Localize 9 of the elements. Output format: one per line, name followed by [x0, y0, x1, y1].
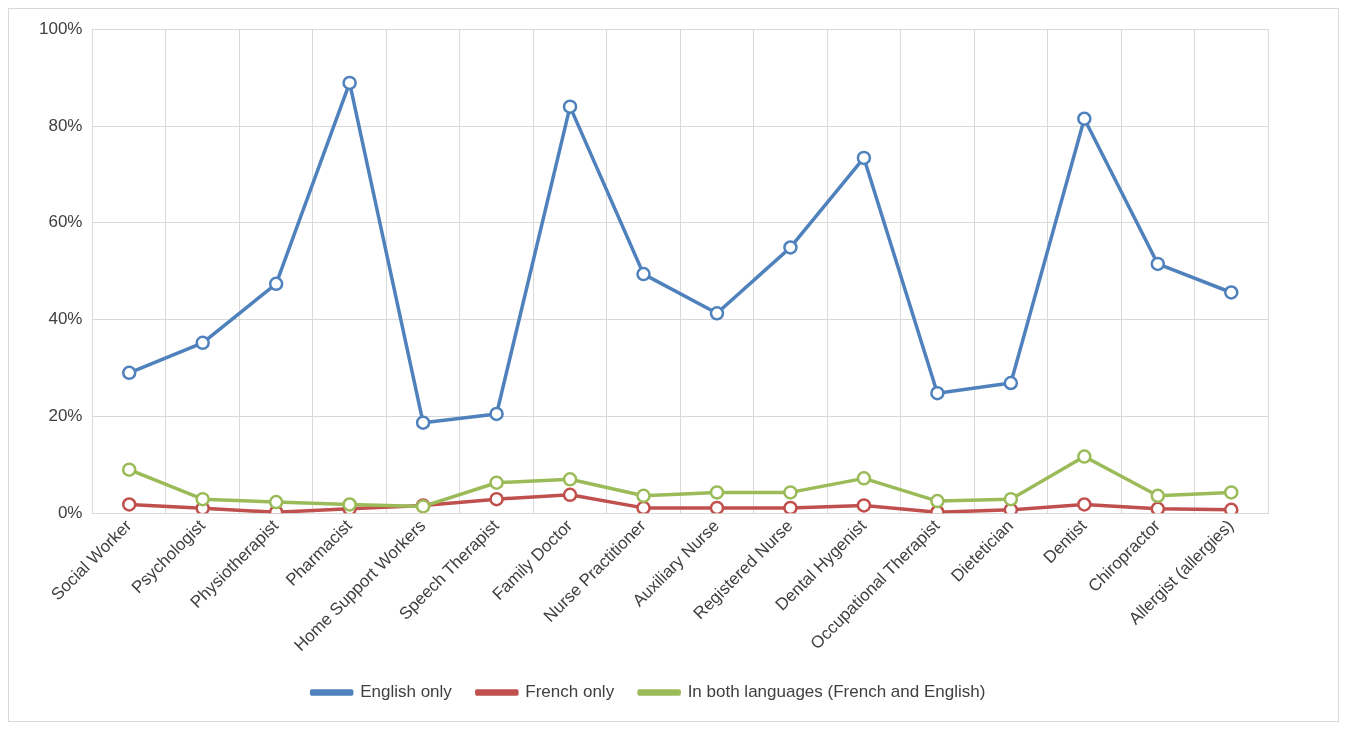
- legend-label: In both languages (French and English): [687, 682, 986, 702]
- y-tick-label: 60%: [48, 212, 83, 232]
- y-tick-label: 40%: [48, 309, 83, 329]
- y-tick-label: 80%: [48, 115, 83, 135]
- y-tick-label: 0%: [57, 502, 83, 522]
- legend-label: English only: [360, 682, 453, 702]
- legend-label: French only: [525, 682, 615, 702]
- y-tick-label: 100%: [39, 18, 83, 38]
- y-tick-label: 20%: [48, 406, 83, 426]
